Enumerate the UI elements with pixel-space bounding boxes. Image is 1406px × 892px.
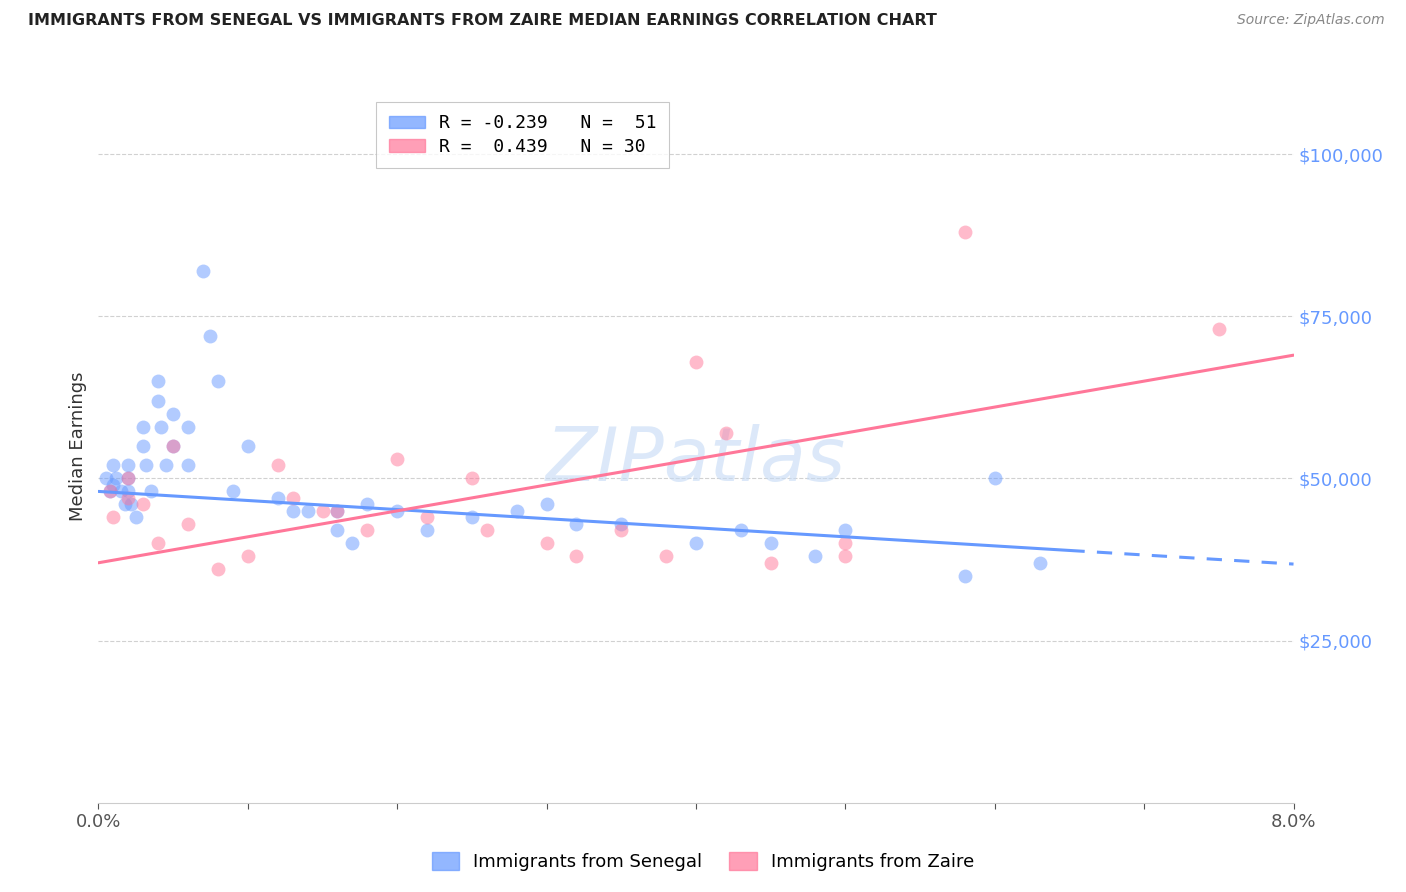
Point xyxy=(162,439,184,453)
Point xyxy=(565,549,588,564)
Point xyxy=(94,471,117,485)
Y-axis label: Median Earnings: Median Earnings xyxy=(69,371,87,521)
Point xyxy=(953,568,976,582)
Point xyxy=(150,419,173,434)
Point xyxy=(565,516,588,531)
Point xyxy=(148,536,170,550)
Point xyxy=(114,497,136,511)
Point xyxy=(416,510,439,524)
Point xyxy=(148,374,170,388)
Point xyxy=(759,556,782,570)
Point xyxy=(655,549,678,564)
Legend: Immigrants from Senegal, Immigrants from Zaire: Immigrants from Senegal, Immigrants from… xyxy=(425,846,981,879)
Point xyxy=(148,393,170,408)
Point xyxy=(236,439,259,453)
Point xyxy=(236,549,259,564)
Point xyxy=(281,504,304,518)
Point xyxy=(685,354,707,368)
Point xyxy=(326,524,349,538)
Text: IMMIGRANTS FROM SENEGAL VS IMMIGRANTS FROM ZAIRE MEDIAN EARNINGS CORRELATION CHA: IMMIGRANTS FROM SENEGAL VS IMMIGRANTS FR… xyxy=(28,13,936,29)
Point xyxy=(103,510,125,524)
Point xyxy=(117,471,139,485)
Point xyxy=(132,497,155,511)
Point xyxy=(177,516,200,531)
Point xyxy=(281,491,304,505)
Point xyxy=(610,516,633,531)
Point xyxy=(326,504,349,518)
Point xyxy=(714,425,737,440)
Point xyxy=(834,524,856,538)
Point xyxy=(834,536,856,550)
Point xyxy=(804,549,827,564)
Point xyxy=(536,497,558,511)
Point xyxy=(416,524,439,538)
Point xyxy=(132,439,155,453)
Point xyxy=(120,497,142,511)
Point xyxy=(155,458,177,473)
Text: Source: ZipAtlas.com: Source: ZipAtlas.com xyxy=(1237,13,1385,28)
Point xyxy=(461,471,484,485)
Point xyxy=(177,419,200,434)
Point xyxy=(98,484,122,499)
Point xyxy=(834,549,856,564)
Point xyxy=(200,328,222,343)
Point xyxy=(1208,322,1230,336)
Point xyxy=(385,452,409,467)
Point xyxy=(103,458,125,473)
Point xyxy=(162,407,184,421)
Point xyxy=(730,524,752,538)
Point xyxy=(177,458,200,473)
Point xyxy=(125,510,148,524)
Legend: R = -0.239   N =  51, R =  0.439   N = 30: R = -0.239 N = 51, R = 0.439 N = 30 xyxy=(375,102,669,169)
Point xyxy=(311,504,333,518)
Point xyxy=(117,484,139,499)
Point xyxy=(610,524,633,538)
Point xyxy=(191,264,214,278)
Point xyxy=(117,491,139,505)
Point xyxy=(297,504,319,518)
Point xyxy=(385,504,409,518)
Point xyxy=(117,458,139,473)
Point xyxy=(461,510,484,524)
Point xyxy=(984,471,1007,485)
Point xyxy=(207,374,229,388)
Point xyxy=(135,458,157,473)
Point xyxy=(132,419,155,434)
Point xyxy=(139,484,162,499)
Point xyxy=(326,504,349,518)
Point xyxy=(207,562,229,576)
Point xyxy=(1028,556,1050,570)
Point xyxy=(110,484,132,499)
Point xyxy=(506,504,529,518)
Point xyxy=(356,524,378,538)
Point xyxy=(953,225,976,239)
Point xyxy=(105,471,128,485)
Point xyxy=(267,491,290,505)
Point xyxy=(222,484,245,499)
Point xyxy=(103,478,125,492)
Point xyxy=(475,524,498,538)
Point xyxy=(536,536,558,550)
Text: ZIPatlas: ZIPatlas xyxy=(546,425,846,496)
Point xyxy=(117,471,139,485)
Point xyxy=(98,484,122,499)
Point xyxy=(267,458,290,473)
Point xyxy=(759,536,782,550)
Point xyxy=(342,536,364,550)
Point xyxy=(356,497,378,511)
Point xyxy=(162,439,184,453)
Point xyxy=(685,536,707,550)
